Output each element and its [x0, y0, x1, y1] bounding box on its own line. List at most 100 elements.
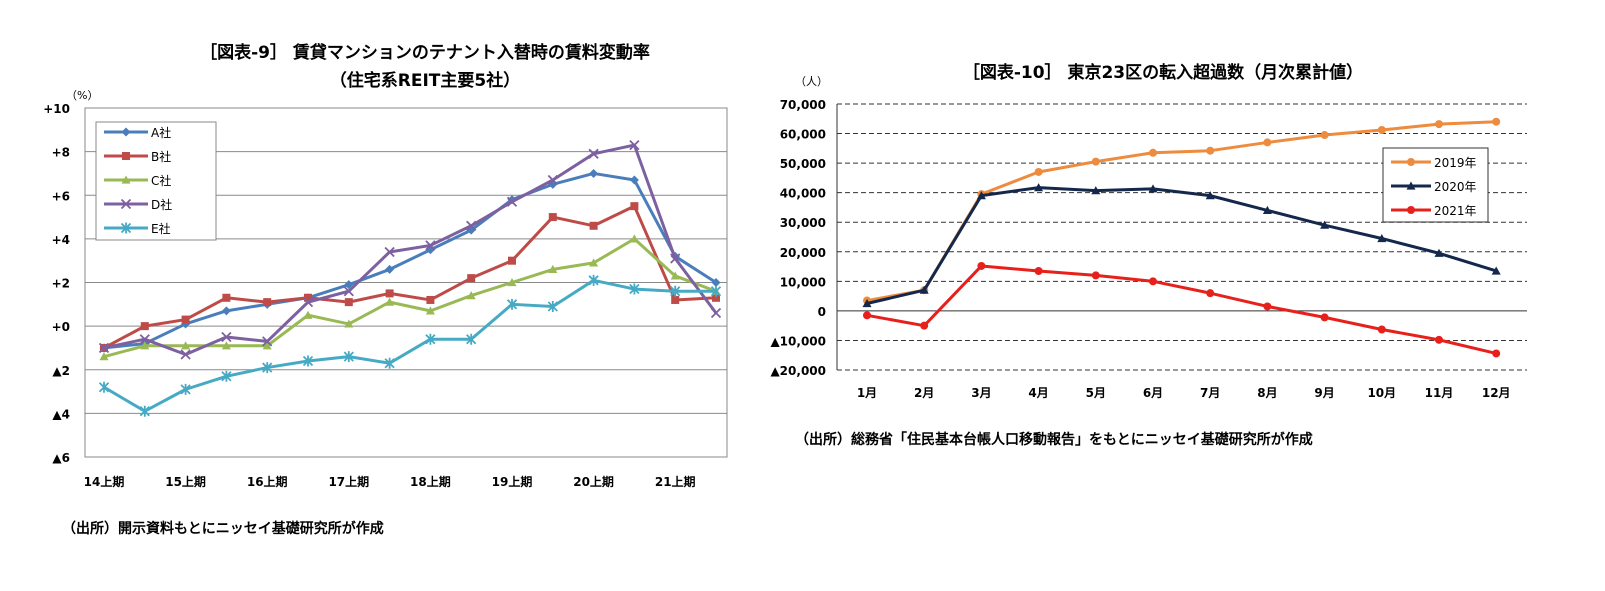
chart1-data-point — [181, 315, 190, 324]
chart2-series-group — [862, 117, 1501, 358]
chart1-data-point — [139, 334, 150, 345]
chart1-data-point — [629, 234, 639, 243]
chart2-y-tick-label: 70,000 — [780, 98, 826, 112]
chart1-data-point — [670, 253, 681, 264]
chart1-data-point — [221, 306, 231, 316]
chart1-legend-label: A社 — [151, 125, 171, 140]
chart1-data-point — [589, 221, 598, 230]
chart2-x-tick-label: 6月 — [1143, 386, 1163, 400]
chart1-data-point — [547, 300, 558, 312]
chart1-data-point — [711, 278, 721, 287]
chart1-data-point — [385, 297, 395, 306]
chart2-data-point — [1492, 117, 1501, 126]
chart1-y-tick-label: +8 — [52, 146, 70, 160]
chart2-y-tick-label: 50,000 — [780, 157, 826, 171]
chart1-data-point — [467, 274, 476, 283]
chart2-data-point — [1034, 183, 1044, 192]
chart1-data-point — [466, 291, 476, 300]
chart1-y-tick-label: +6 — [52, 189, 70, 203]
chart1-x-axis: 14上期 15上期 16上期 17上期 18上期 19上期 20上期 21上期 — [84, 474, 696, 489]
chart2-data-point — [1206, 146, 1215, 155]
chart2-y-tick-label: 30,000 — [780, 216, 826, 230]
chart1-data-point — [99, 352, 109, 361]
chart1-data-point — [221, 370, 232, 382]
chart2-x-tick-label: 7月 — [1200, 386, 1220, 400]
chart1-data-point — [589, 258, 599, 267]
chart2-legend-label: 2020年 — [1434, 180, 1477, 194]
chart1-data-point — [670, 271, 680, 280]
chart1-series-line — [103, 278, 716, 413]
chart2-source-note: （出所）総務省「住民基本台帳人口移動報告」をもとにニッセイ基礎研究所が作成 — [795, 431, 1313, 448]
chart1-data-point — [506, 196, 518, 207]
chart2-data-point — [1320, 220, 1330, 229]
chart2-legend-marker — [1406, 181, 1416, 190]
chart1-data-point — [98, 381, 110, 393]
chart1-legend-label: B社 — [151, 149, 171, 164]
chart2-legend: 2019年 2020年 2021年 — [1382, 147, 1489, 223]
chart2-data-point — [977, 261, 986, 270]
chart2-unit-label: （人） — [795, 75, 828, 88]
chart2-x-tick-label: 1月 — [857, 386, 877, 400]
chart1-data-point — [180, 383, 191, 395]
chart2-data-point — [1435, 335, 1443, 344]
chart2-y-tick-label: 0 — [818, 305, 826, 319]
chart1-data-point — [710, 285, 722, 297]
chart1-data-point — [384, 246, 395, 258]
chart1-data-point — [304, 293, 312, 302]
chart2-data-point — [1034, 266, 1043, 275]
chart2-y-tick-label: 40,000 — [780, 187, 826, 201]
chart1-data-point — [712, 293, 720, 302]
chart1-data-point — [629, 175, 639, 185]
chart1-legend-marker — [122, 152, 130, 160]
chart2-data-point — [1377, 126, 1386, 135]
chart2-x-tick-label: 9月 — [1314, 386, 1334, 400]
chart2-series-line — [866, 186, 1497, 305]
chart2-x-tick-label: 3月 — [971, 386, 991, 400]
chart2-series-line — [866, 264, 1497, 355]
chart2-data-point — [1091, 186, 1101, 195]
chart1-data-point — [344, 298, 353, 307]
chart2-x-axis: 1月 2月 3月 4月 5月 6月 7月 8月 9月 10月 11月 12月 — [857, 386, 1511, 400]
chart1-data-point — [506, 298, 518, 310]
chart1-series-group — [98, 139, 722, 417]
chart1-subtitle: （住宅系REIT主要5社） — [330, 70, 520, 91]
chart1-data-point — [262, 362, 273, 374]
chart1-data-point — [180, 349, 191, 360]
chart1-legend-marker — [121, 127, 131, 137]
chart1-x-tick-label: 20上期 — [573, 474, 614, 489]
chart1-data-point — [629, 139, 640, 151]
chart1-data-point — [425, 306, 435, 315]
chart1-data-point — [302, 296, 314, 308]
chart1-data-point — [263, 298, 272, 307]
chart2-data-point — [863, 311, 871, 320]
chart1-legend-marker — [120, 198, 132, 210]
chart1-data-point — [548, 264, 558, 274]
chart2-series-3 — [863, 261, 1501, 358]
chart1-data-point — [426, 295, 435, 304]
chart2-data-point — [920, 321, 929, 330]
chart2-data-point — [862, 299, 872, 308]
chart2-data-point — [1491, 266, 1501, 275]
chart1-series-line — [103, 171, 717, 350]
chart2-legend-marker — [1407, 206, 1415, 214]
chart1-series-4 — [98, 139, 722, 360]
chart2-y-tick-label: 60,000 — [780, 128, 826, 142]
chart2-data-point — [1377, 325, 1386, 334]
chart1-legend-label: C社 — [151, 173, 171, 188]
chart2-x-tick-label: 10月 — [1367, 386, 1396, 400]
chart1-data-point — [222, 293, 231, 302]
chart1-data-point — [710, 307, 722, 319]
chart1-y-tick-label: +10 — [43, 102, 70, 116]
chart2-y-axis: 70,000 60,000 50,000 40,000 30,000 20,000 10,0… — [770, 98, 826, 378]
chart1-data-point — [343, 286, 354, 297]
chart1-data-point — [140, 322, 149, 331]
chart2-x-tick-label: 12月 — [1482, 386, 1511, 400]
chart1-data-point — [507, 278, 517, 287]
chart1-x-tick-label: 18上期 — [410, 474, 451, 489]
chart1-y-axis: +10 +8 +6 +4 +2 +0 ▲2 ▲4 ▲6 — [43, 102, 70, 465]
chart2-legend-label: 2019年 — [1434, 156, 1477, 170]
chart2-y-tick-label: 20,000 — [780, 246, 826, 260]
chart1-data-point — [671, 295, 680, 304]
chart1-x-tick-label: 16上期 — [247, 474, 288, 489]
